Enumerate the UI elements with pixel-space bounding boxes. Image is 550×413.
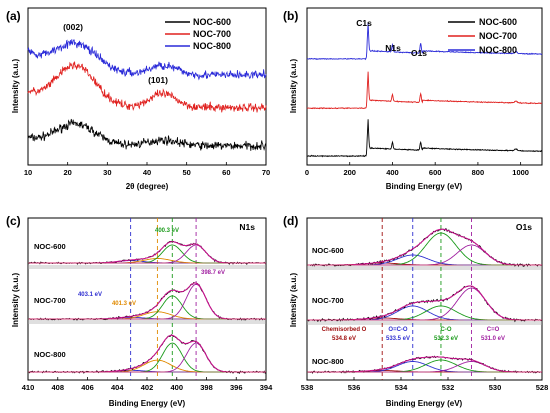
panel-b-legend: NOC-600 NOC-700 NOC-800 (448, 17, 517, 55)
panel-c-tick-label-1: 408 (51, 383, 64, 392)
panel-a-tick-label-5: 60 (222, 168, 230, 177)
panel-b-series (306, 22, 543, 158)
panel-d-tick-label-5: 528 (536, 383, 549, 392)
panel-c-tick-label-5: 400 (170, 383, 183, 392)
panel-b-tick-label-4: 800 (472, 168, 485, 177)
panel-d-label: (d) (283, 214, 298, 228)
panel-b-tick-label-2: 400 (386, 168, 399, 177)
panel-b-annotation-o1s: O1s (411, 48, 427, 58)
panel-d-sample-2: NOC-800 (312, 357, 344, 366)
panel-b-xps-survey: (b) Binding Energy (eV) Intensity (a.u.)… (283, 7, 543, 191)
panel-d-tick-label-4: 530 (489, 383, 502, 392)
panel-a-series-2 (27, 39, 267, 81)
panel-c-tick-label-2: 406 (81, 383, 94, 392)
panel-a-ticks: 10 20 30 40 50 60 70 (24, 162, 270, 177)
panel-b-tick-label-5: 1000 (512, 168, 529, 177)
panel-a-series (27, 39, 267, 151)
panel-d-band-0-component-1 (307, 254, 542, 266)
panel-b-tick-label-3: 600 (429, 168, 442, 177)
panel-c-tick-label-0: 410 (22, 383, 35, 392)
legend-a-label-0: NOC-600 (193, 17, 231, 27)
panel-b-x-title: Binding Energy (eV) (386, 182, 463, 191)
panel-c-peak-400: 400.3 eV (155, 228, 179, 234)
panel-c-y-title: Intensity (a.u.) (11, 273, 20, 328)
panel-b-frame (306, 7, 543, 166)
panel-a-series-0 (27, 118, 267, 151)
panel-c-tick-label-6: 398 (200, 383, 213, 392)
panel-d-frame (306, 217, 543, 381)
panel-d-sample-1: NOC-700 (312, 296, 344, 305)
panel-d-x-title: Binding Energy (eV) (386, 399, 463, 408)
panel-d-peak-c-o: C=O (487, 327, 500, 333)
panel-b-series-2 (306, 22, 543, 61)
panel-b-annotation-n1s: N1s (385, 43, 401, 53)
panel-b-annotation-c1s: C1s (356, 18, 372, 28)
panel-d-y-title: Intensity (a.u.) (289, 273, 298, 328)
panel-a-tick-label-1: 20 (63, 168, 71, 177)
panel-c-tick-label-3: 404 (111, 383, 124, 392)
panel-c-peak-403: 403.1 eV (78, 292, 102, 298)
panel-b-ticks: 0 200 400 600 800 1000 (305, 162, 529, 177)
panel-a-series-1 (27, 61, 267, 113)
panel-d-ticks: 538 536 534 532 530 528 (301, 377, 549, 392)
panel-c-tick-label-4: 402 (141, 383, 154, 392)
panel-c-peak-401: 401.3 eV (112, 301, 136, 307)
panel-a-xrd: (a) 2θ (degree) Intensity (a.u.) 10 20 30 4… (6, 7, 270, 191)
panel-c-label: (c) (6, 214, 21, 228)
panel-c-ticks: 410 408 406 404 402 400 398 396 394 (22, 377, 273, 392)
panel-d-peak-chemisorbed: Chemisorbed O (322, 327, 367, 333)
panel-d-tick-label-3: 532 (442, 383, 455, 392)
legend-a-label-1: NOC-700 (193, 29, 231, 39)
panel-c-curves (28, 218, 267, 380)
panel-c-peak-398: 398.7 eV (201, 270, 225, 276)
panel-d-sample-0: NOC-600 (312, 246, 344, 255)
panel-d-o1s: (d) O1s Binding Energy (eV) Intensity (a… (283, 214, 548, 408)
panel-c-title: N1s (239, 222, 255, 232)
panel-a-tick-label-2: 30 (103, 168, 111, 177)
panel-d-peak-ococ: O=C-O (388, 327, 408, 333)
panel-b-tick-label-0: 0 (305, 168, 309, 177)
panel-b-tick-label-1: 200 (343, 168, 356, 177)
legend-b-label-1: NOC-700 (479, 31, 517, 41)
panel-a-tick-label-0: 10 (24, 168, 32, 177)
panel-a-legend: NOC-600 NOC-700 NOC-800 (165, 17, 231, 51)
panel-d-peak-co-energy: 532.3 eV (434, 336, 458, 342)
panel-d-peak-ococ-energy: 533.5 eV (386, 336, 410, 342)
panel-b-y-title: Intensity (a.u.) (289, 59, 298, 114)
panel-a-tick-label-3: 40 (143, 168, 151, 177)
legend-b-label-2: NOC-800 (479, 45, 517, 55)
legend-a-label-2: NOC-800 (193, 41, 231, 51)
panel-d-curves (307, 218, 543, 380)
panel-a-annotation-101: (101) (148, 75, 168, 85)
legend-b-label-0: NOC-600 (479, 17, 517, 27)
panel-b-series-0 (306, 119, 543, 158)
panel-a-tick-label-4: 50 (182, 168, 190, 177)
panel-d-peak-co: C-O (441, 327, 452, 333)
panel-d-tick-label-0: 538 (301, 383, 314, 392)
panel-c-x-title: Binding Energy (eV) (109, 399, 186, 408)
panel-c-tick-label-7: 396 (230, 383, 243, 392)
panel-b-label: (b) (283, 9, 298, 23)
panel-c-sample-1: NOC-700 (34, 296, 66, 305)
panel-c-sample-0: NOC-600 (34, 242, 66, 251)
panel-d-title: O1s (516, 222, 532, 232)
panel-a-y-title: Intensity (a.u.) (11, 59, 20, 114)
panel-a-x-title: 2θ (degree) (126, 182, 169, 191)
panel-d-tick-label-2: 534 (395, 383, 408, 392)
panel-d-peak-chemisorbed-energy: 534.8 eV (332, 336, 356, 342)
panel-a-annotation-002: (002) (63, 22, 83, 32)
panel-a-tick-label-6: 70 (262, 168, 270, 177)
panel-a-label: (a) (6, 9, 21, 23)
panel-c-sample-2: NOC-800 (34, 350, 66, 359)
panel-c-n1s: (c) N1s Binding Energy (eV) Intensity (a… (6, 214, 273, 408)
panel-b-series-1 (306, 71, 542, 110)
panel-d-peak-c-o-energy: 531.0 eV (481, 336, 505, 342)
panel-d-tick-label-1: 536 (348, 383, 361, 392)
panel-c-tick-label-8: 394 (260, 383, 273, 392)
